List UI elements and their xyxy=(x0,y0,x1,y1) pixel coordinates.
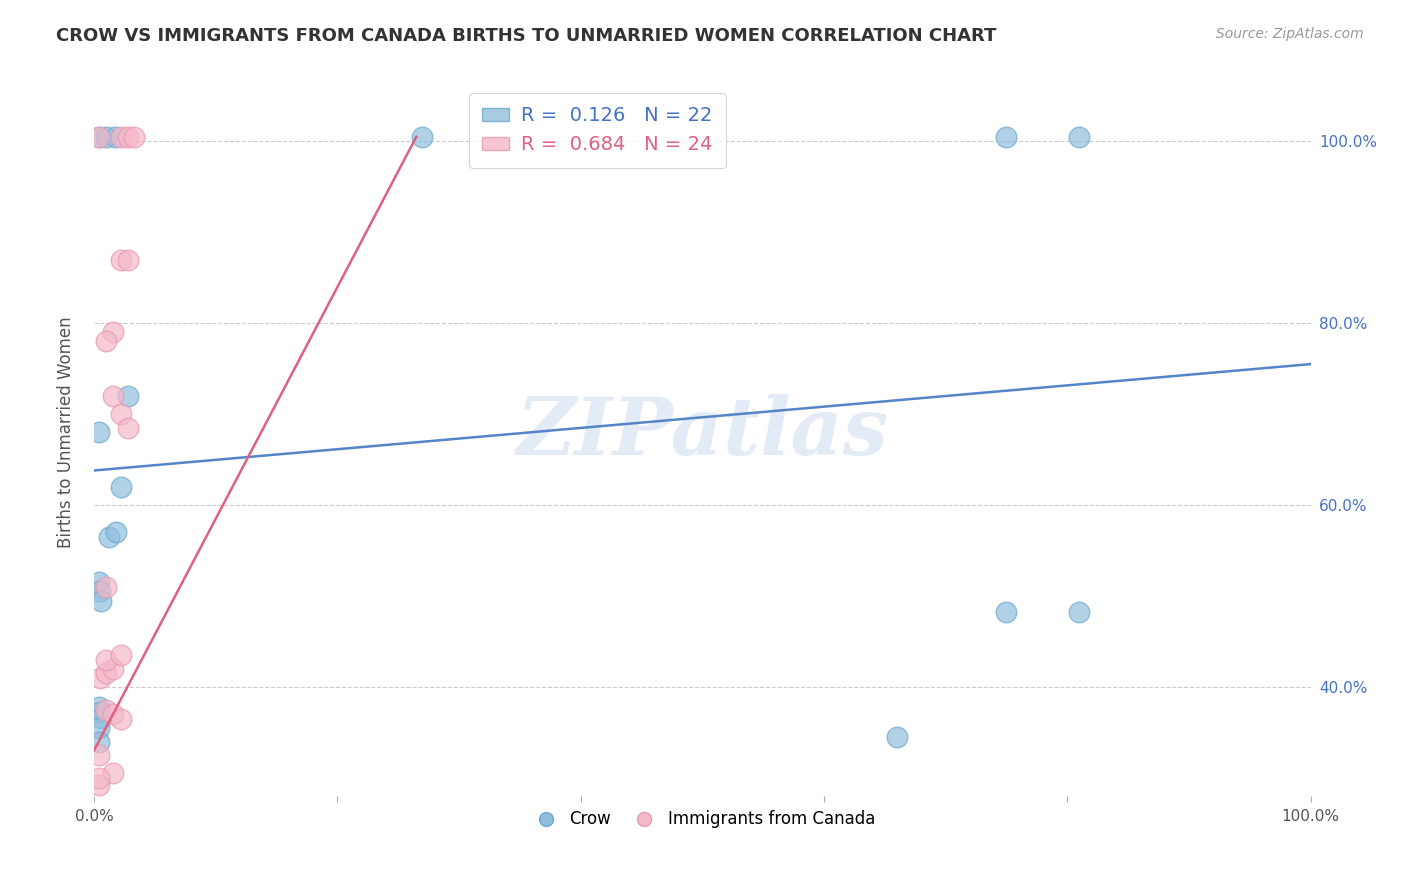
Point xyxy=(104,525,127,540)
Point xyxy=(110,129,132,144)
Point xyxy=(94,129,117,144)
Point xyxy=(89,706,111,720)
Point xyxy=(87,700,110,714)
Point xyxy=(90,711,112,725)
Point xyxy=(94,580,117,594)
Point xyxy=(87,734,110,748)
Point xyxy=(103,325,125,339)
Point xyxy=(104,129,127,144)
Point xyxy=(87,771,110,785)
Point xyxy=(103,766,125,780)
Point xyxy=(117,252,139,267)
Point xyxy=(411,129,433,144)
Point xyxy=(995,606,1018,620)
Point xyxy=(103,662,125,676)
Legend: Crow, Immigrants from Canada: Crow, Immigrants from Canada xyxy=(523,804,882,835)
Point xyxy=(110,648,132,662)
Text: ZIPatlas: ZIPatlas xyxy=(516,393,889,471)
Point xyxy=(122,129,145,144)
Point xyxy=(87,748,110,763)
Text: Source: ZipAtlas.com: Source: ZipAtlas.com xyxy=(1216,27,1364,41)
Point xyxy=(94,334,117,349)
Point xyxy=(103,707,125,722)
Point xyxy=(90,593,112,607)
Point xyxy=(97,530,120,544)
Point xyxy=(94,703,117,717)
Point xyxy=(87,425,110,440)
Point xyxy=(94,666,117,681)
Text: CROW VS IMMIGRANTS FROM CANADA BIRTHS TO UNMARRIED WOMEN CORRELATION CHART: CROW VS IMMIGRANTS FROM CANADA BIRTHS TO… xyxy=(56,27,997,45)
Point xyxy=(87,575,110,590)
Point xyxy=(110,712,132,726)
Point xyxy=(87,129,110,144)
Point xyxy=(87,129,110,144)
Point xyxy=(89,671,111,685)
Point xyxy=(110,480,132,494)
Point xyxy=(110,407,132,421)
Point xyxy=(995,129,1018,144)
Point xyxy=(87,721,110,735)
Y-axis label: Births to Unmarried Women: Births to Unmarried Women xyxy=(58,317,75,548)
Point xyxy=(110,252,132,267)
Point xyxy=(1069,129,1091,144)
Point xyxy=(117,389,139,403)
Point xyxy=(1069,606,1091,620)
Point xyxy=(117,421,139,435)
Point xyxy=(94,653,117,667)
Point xyxy=(89,584,111,599)
Point xyxy=(886,730,908,744)
Point xyxy=(87,778,110,792)
Point xyxy=(117,129,139,144)
Point xyxy=(103,389,125,403)
